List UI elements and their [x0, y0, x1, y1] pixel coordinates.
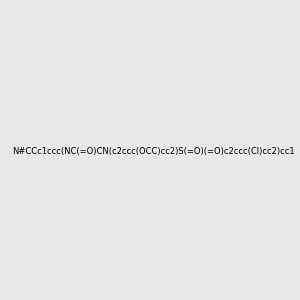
Text: N#CCc1ccc(NC(=O)CN(c2ccc(OCC)cc2)S(=O)(=O)c2ccc(Cl)cc2)cc1: N#CCc1ccc(NC(=O)CN(c2ccc(OCC)cc2)S(=O)(=… — [12, 147, 295, 156]
